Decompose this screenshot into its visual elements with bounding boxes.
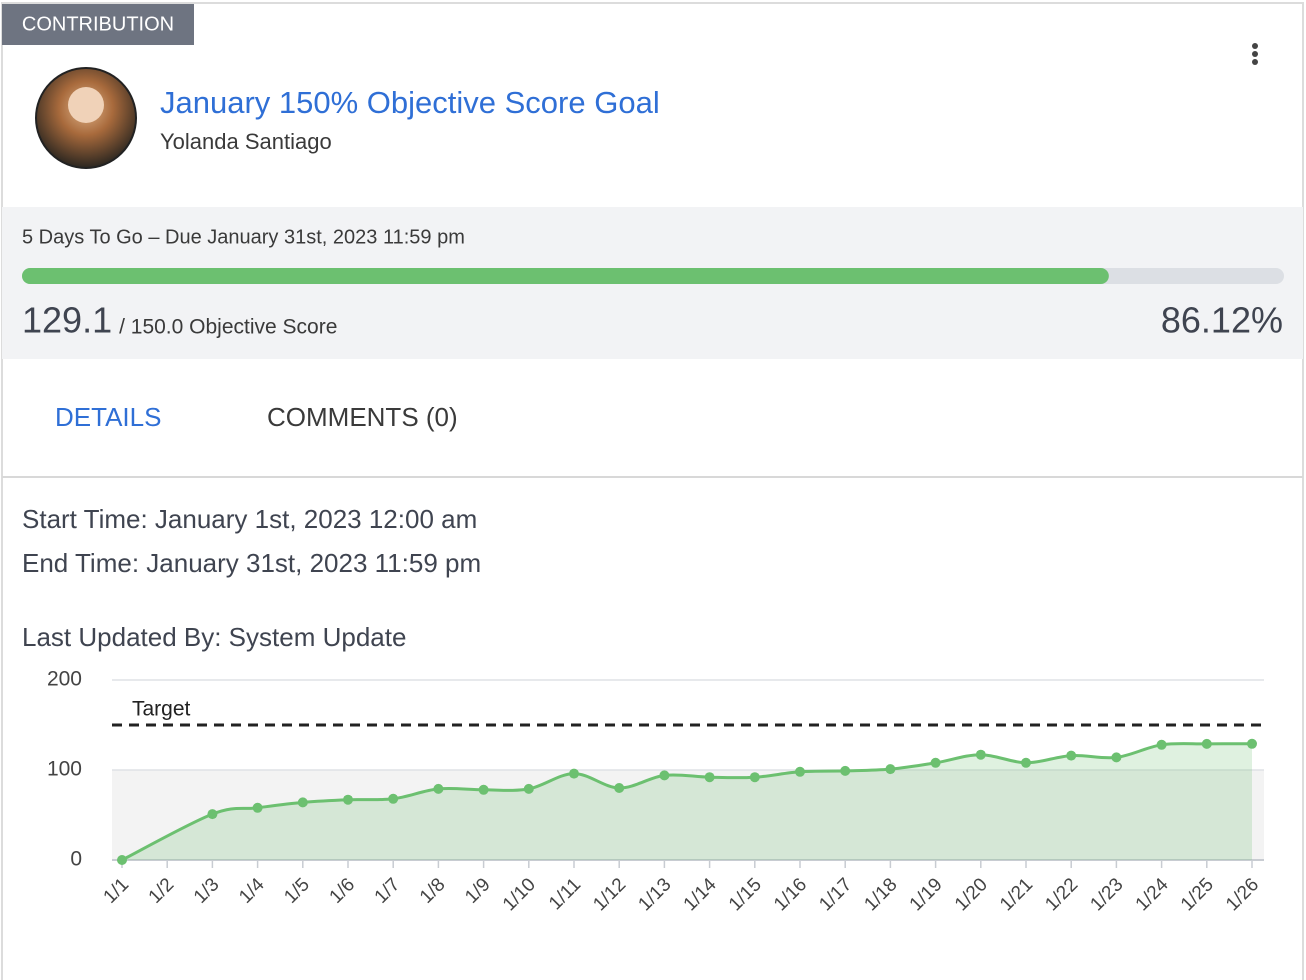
point: [930, 757, 941, 768]
point: [1111, 752, 1122, 763]
badge: [2, 4, 194, 45]
point: [704, 772, 715, 783]
point: [433, 783, 444, 794]
point: [523, 783, 534, 794]
target-label: Target: [132, 698, 191, 721]
goal-title[interactable]: January 150% Objective Score Goal: [160, 85, 660, 120]
start-time: Start Time: January 1st, 2023 12:00 am: [22, 504, 477, 534]
point: [659, 770, 670, 781]
progress-percent: 86.12%: [1161, 300, 1283, 341]
menu[interactable]: [1252, 43, 1258, 65]
point: [388, 793, 399, 804]
area: [122, 743, 1252, 860]
point: [117, 855, 127, 865]
point: [1156, 739, 1167, 750]
point: [1021, 757, 1031, 768]
tab-details[interactable]: DETAILS: [55, 402, 161, 432]
owner: Yolanda Santiago: [160, 129, 332, 154]
plot-band: [112, 770, 1264, 860]
point: [297, 797, 308, 808]
due: 5 Days To Go – Due January 31st, 2023 11…: [22, 226, 465, 248]
y-tick-label: 100: [47, 758, 82, 781]
tab-comments[interactable]: COMMENTS (0): [267, 402, 458, 432]
point: [343, 794, 353, 805]
point: [1247, 738, 1257, 749]
point: [252, 802, 263, 813]
point: [478, 784, 489, 795]
point: [569, 768, 579, 779]
point: [1066, 750, 1077, 761]
badge-text: CONTRIBUTION: [22, 13, 174, 35]
progress-target: / 150.0 Objective Score: [119, 316, 337, 339]
avatar-face: [68, 87, 104, 123]
end-time: End Time: January 31st, 2023 11:59 pm: [22, 548, 481, 578]
point: [614, 783, 625, 793]
point: [840, 765, 851, 776]
point: [1201, 738, 1212, 749]
point: [885, 764, 896, 775]
point: [207, 809, 218, 820]
y-tick-label: 0: [70, 848, 82, 871]
point: [975, 749, 986, 760]
last-updated: Last Updated By: System Update: [22, 622, 406, 652]
point: [795, 766, 805, 777]
progress-fill: [22, 268, 1109, 284]
progress-value: 129.1: [22, 300, 112, 341]
y-tick-label: 200: [47, 668, 82, 691]
point: [749, 772, 760, 783]
